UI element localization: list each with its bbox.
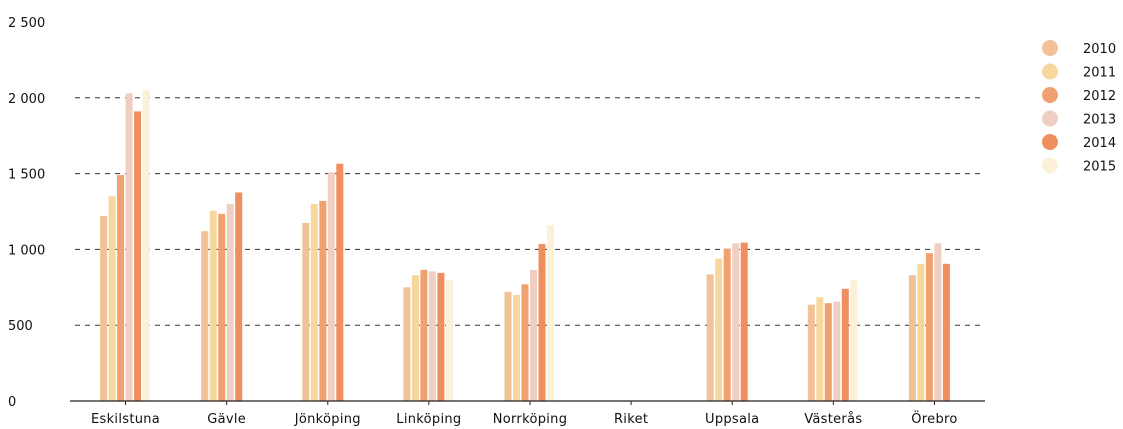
bar-uppsala-2010 — [706, 274, 714, 401]
bar-jönköping-2014 — [336, 163, 344, 401]
bar-linköping-2013 — [428, 271, 436, 401]
legend-label: 2010 — [1083, 42, 1116, 57]
legend-label: 2012 — [1083, 89, 1116, 104]
x-category-label: Gävle — [207, 412, 246, 427]
bar-eskilstuna-2014 — [134, 111, 142, 402]
y-tick-label: 2 000 — [8, 92, 45, 107]
x-category-label: Örebro — [911, 410, 957, 427]
legend-label: 2015 — [1083, 160, 1116, 175]
bar-gävle-2012 — [218, 213, 226, 401]
y-tick-label: 1 500 — [8, 168, 45, 183]
bar-norrköping-2015 — [547, 225, 554, 401]
x-category-label: Uppsala — [705, 412, 759, 427]
bar-linköping-2014 — [437, 272, 445, 401]
bar-gävle-2013 — [226, 203, 234, 401]
bar-västerås-2015 — [850, 279, 858, 401]
legend-swatch-2010 — [1042, 40, 1058, 56]
y-tick-label: 500 — [8, 319, 33, 334]
bar-västerås-2013 — [833, 301, 841, 401]
bar-uppsala-2012 — [723, 248, 731, 401]
x-category-label: Riket — [614, 412, 648, 427]
bar-örebro-2014 — [942, 263, 950, 401]
bar-västerås-2012 — [824, 303, 832, 401]
bar-jönköping-2010 — [302, 222, 310, 401]
bar-västerås-2010 — [807, 304, 815, 401]
bar-norrköping-2013 — [530, 269, 537, 401]
bar-gävle-2011 — [209, 210, 217, 401]
bars — [100, 90, 950, 402]
bar-norrköping-2010 — [504, 291, 512, 401]
bar-jönköping-2011 — [310, 203, 318, 401]
legend: 2010 2011 2012 2013 2014 2015 — [1042, 40, 1116, 175]
bar-eskilstuna-2011 — [108, 196, 116, 401]
bar-linköping-2012 — [420, 269, 428, 401]
bar-linköping-2010 — [403, 287, 411, 401]
bar-uppsala-2011 — [715, 258, 723, 401]
legend-label: 2013 — [1083, 113, 1116, 128]
bar-eskilstuna-2013 — [125, 93, 133, 402]
y-tick-label: 2 500 — [8, 16, 45, 31]
x-category-label: Västerås — [804, 412, 862, 427]
x-category-label: Jönköping — [294, 412, 361, 427]
y-tick-label: 1 000 — [8, 243, 45, 258]
legend-swatch-2015 — [1042, 157, 1058, 174]
legend-swatch-2012 — [1042, 87, 1058, 103]
bar-uppsala-2014 — [740, 242, 748, 401]
bar-eskilstuna-2010 — [100, 216, 108, 401]
bar-gävle-2014 — [235, 192, 243, 401]
bar-örebro-2013 — [934, 243, 942, 401]
x-category-label: Eskilstuna — [91, 412, 160, 427]
bar-uppsala-2013 — [732, 243, 740, 401]
legend-swatch-2013 — [1042, 110, 1058, 127]
bar-eskilstuna-2015 — [142, 90, 150, 401]
x-category-label: Linköping — [396, 412, 461, 427]
bar-norrköping-2012 — [521, 284, 529, 401]
legend-swatch-2014 — [1042, 134, 1058, 150]
y-axis-ticks: 0 500 1 000 1 500 2 000 2 500 — [8, 16, 45, 410]
bar-linköping-2015 — [445, 279, 453, 401]
bar-örebro-2011 — [917, 263, 925, 401]
bar-västerås-2014 — [841, 288, 849, 401]
bar-linköping-2011 — [411, 275, 419, 401]
bar-gävle-2010 — [201, 231, 209, 401]
bar-örebro-2012 — [925, 253, 933, 401]
legend-swatch-2011 — [1042, 63, 1058, 80]
bar-eskilstuna-2012 — [117, 175, 125, 401]
x-axis: Eskilstuna Gävle Jönköping Linköping Norrköp… — [70, 400, 985, 427]
legend-label: 2011 — [1083, 66, 1116, 81]
x-category-label: Norrköping — [493, 412, 568, 427]
bar-jönköping-2013 — [327, 172, 335, 401]
bar-västerås-2011 — [816, 297, 824, 401]
bar-norrköping-2014 — [538, 244, 546, 401]
bar-norrköping-2011 — [513, 294, 520, 401]
bar-örebro-2010 — [908, 275, 916, 401]
bar-jönköping-2012 — [319, 200, 327, 401]
legend-label: 2014 — [1083, 136, 1116, 151]
y-tick-label: 0 — [8, 395, 16, 410]
